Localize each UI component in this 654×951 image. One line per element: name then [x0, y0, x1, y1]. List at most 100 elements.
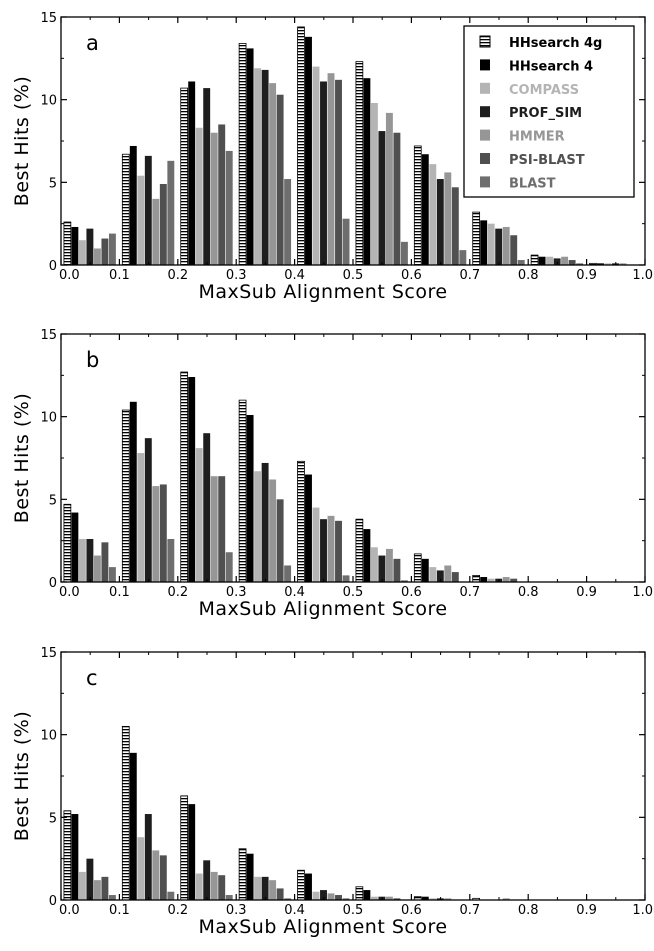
bar-compass [254, 471, 262, 582]
x-axis-title: MaxSub Alignment Score [198, 598, 447, 620]
x-axis: 0.0 0.1 0.2 0.3 0.4 0.5 0.6 0.7 0.8 0.9 1.0 [59, 17, 653, 283]
bar-psi-blast [276, 888, 284, 900]
bar-psi-blast [451, 572, 459, 582]
x-axis-title: MaxSub Alignment Score [198, 281, 447, 303]
x-tick-label: 0.9 [576, 585, 597, 600]
panel-label: b [86, 348, 99, 372]
bar-compass [604, 263, 612, 265]
bar-psi-blast [393, 898, 401, 900]
bar-hhsearch-4g [413, 553, 422, 583]
bar-blast [342, 575, 350, 582]
x-tick-label: 0.4 [284, 268, 305, 283]
legend-swatch [480, 59, 490, 71]
bar-blast [167, 539, 175, 582]
bars-group [63, 726, 510, 901]
x-tick-label: 0.2 [167, 268, 188, 283]
bar-hmmer [444, 898, 452, 900]
x-tick-label: 0.5 [343, 268, 364, 283]
bar-hhsearch-4g [355, 518, 364, 583]
y-tick-label: 5 [49, 493, 57, 508]
bars-group [63, 371, 518, 583]
bar-blast [167, 160, 175, 265]
bar-prof-sim [203, 433, 211, 582]
bar-prof-sim [144, 438, 152, 582]
bar-prof-sim [436, 570, 444, 582]
bar-hhsearch-4g [63, 221, 72, 266]
bar-hmmer [269, 479, 277, 582]
legend-label: PSI-BLAST [509, 153, 585, 168]
bar-compass [137, 453, 145, 582]
x-tick-label: 1.0 [632, 585, 653, 600]
bar-compass [78, 871, 86, 900]
y-tick-label: 10 [40, 729, 57, 744]
bar-prof-sim [320, 81, 327, 265]
legend-swatch [480, 153, 490, 164]
x-tick-label: 0.8 [518, 585, 539, 600]
bar-hhsearch-4 [129, 145, 137, 265]
x-tick-label: 0.7 [459, 903, 480, 918]
bar-hhsearch-4g [63, 810, 72, 901]
bar-hmmer [269, 880, 277, 900]
bar-hhsearch-4g [121, 726, 130, 901]
bar-blast [517, 260, 525, 265]
bar-hhsearch-4 [71, 814, 79, 900]
bar-hhsearch-4 [71, 226, 79, 265]
y-tick-label: 15 [40, 11, 57, 26]
x-axis: 0.0 0.1 0.2 0.3 0.4 0.5 0.6 0.7 0.8 0.9 1.0 [59, 334, 653, 600]
x-tick-label: 0.1 [109, 585, 130, 600]
bar-hhsearch-4 [421, 154, 429, 265]
x-tick-label: 0.1 [109, 268, 130, 283]
bar-psi-blast [276, 94, 284, 266]
bar-hhsearch-4g [472, 574, 481, 583]
x-tick-label: 0.9 [576, 903, 597, 918]
bar-compass [429, 567, 437, 582]
bar-blast [108, 895, 116, 900]
panel-label: c [86, 666, 98, 690]
x-tick-label: 0.8 [518, 268, 539, 283]
bar-hmmer [385, 112, 393, 265]
bar-hhsearch-4 [597, 263, 604, 265]
bar-psi-blast [335, 520, 342, 582]
legend-label: COMPASS [509, 83, 579, 98]
x-axis: 0.0 0.1 0.2 0.3 0.4 0.5 0.6 0.7 0.8 0.9 1.0 [59, 652, 653, 918]
bar-psi-blast [510, 235, 518, 265]
y-axis: 0 5 10 15 [40, 11, 645, 274]
y-tick-label: 5 [49, 176, 57, 191]
bar-compass [195, 873, 203, 900]
bar-prof-sim [378, 131, 386, 265]
x-tick-label: 1.0 [632, 903, 653, 918]
bar-psi-blast [159, 484, 167, 582]
bar-hmmer [93, 248, 101, 265]
bar-compass [370, 102, 378, 265]
bar-hhsearch-4 [538, 256, 546, 265]
bar-compass [429, 898, 437, 900]
legend-swatch [480, 176, 490, 188]
bar-prof-sim [553, 258, 561, 265]
bar-blast [400, 241, 408, 265]
y-axis: 0 5 10 15 [40, 328, 645, 591]
bar-compass [312, 507, 320, 582]
bar-hhsearch-4 [188, 804, 196, 900]
bar-hhsearch-4 [480, 220, 488, 265]
bar-prof-sim [495, 228, 503, 265]
legend-swatch [480, 106, 490, 118]
bar-prof-sim [261, 876, 269, 900]
bar-blast [225, 552, 233, 582]
bar-hhsearch-4 [129, 752, 137, 900]
bar-hhsearch-4g [355, 61, 364, 266]
bar-hhsearch-4 [246, 853, 254, 900]
y-tick-label: 5 [49, 811, 57, 826]
bar-psi-blast [101, 876, 109, 900]
bar-hmmer [385, 548, 393, 582]
bar-hmmer [444, 565, 452, 582]
bar-hhsearch-4g [297, 26, 305, 266]
bar-psi-blast [393, 132, 401, 265]
bar-psi-blast [159, 183, 167, 265]
bar-prof-sim [436, 179, 444, 265]
bar-blast [342, 898, 350, 900]
bars-group [63, 26, 627, 266]
bar-compass [195, 127, 203, 266]
bar-blast [108, 567, 116, 582]
bar-hhsearch-4g [472, 211, 481, 266]
legend-label: PROF_SIM [509, 106, 582, 121]
